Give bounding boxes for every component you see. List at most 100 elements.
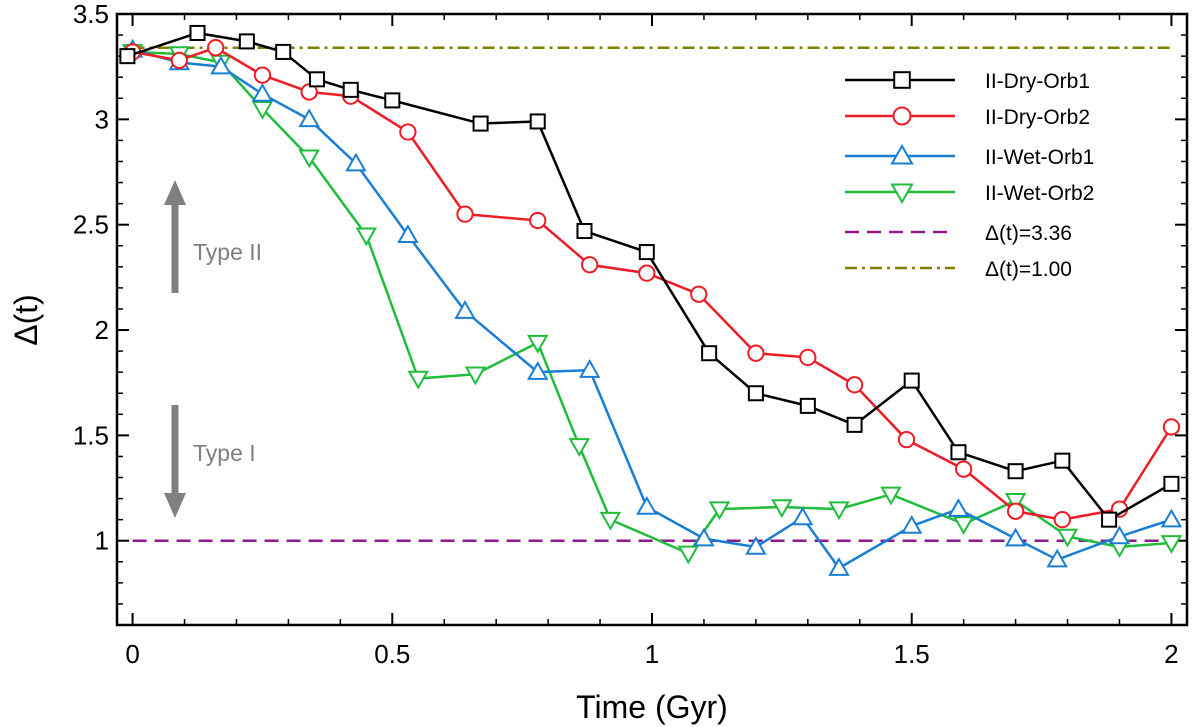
data-point [903,372,920,389]
data-point [1004,527,1027,547]
data-point [527,361,549,380]
data-point [690,285,708,303]
data-point [355,227,378,247]
data-point [1046,548,1068,568]
data-point [1006,502,1025,520]
data-point [529,211,547,230]
data-point [189,24,206,41]
data-point [119,48,136,65]
data-point [893,71,911,89]
data-point [745,536,767,555]
data-point [529,113,546,130]
data-point [568,438,591,457]
data-point [581,256,599,274]
data-point [464,366,487,386]
data-point [251,101,274,120]
data-point [799,397,816,414]
data-point [472,115,489,132]
data-point [578,359,601,378]
data-point [845,376,864,394]
data-point [1054,452,1071,469]
data-point [1163,475,1180,492]
legend-item: II-Wet-Orb1 [845,143,1094,169]
legend: II-Dry-Orb1 II-Dry-Orb2 II-Wet-Orb1 II-Wet-… [845,70,1094,281]
type-ii-arrow-head [164,180,186,205]
type-i-arrow-head [164,493,186,518]
data-point [890,143,914,165]
data-point [880,486,902,506]
data-point [238,33,255,50]
data-point [1160,508,1183,528]
legend-label: II-Dry-Orb2 [985,106,1090,129]
data-point [576,222,593,240]
data-point [638,244,655,261]
y-tick-label: 3.5 [73,0,109,29]
data-point [897,430,916,449]
data-point [828,557,850,576]
legend-label: Δ(t)=3.36 [985,222,1072,245]
type-i-annotation: Type I [164,405,256,518]
type-ii-annotation: Type II [164,180,262,293]
series-layer [119,24,1183,576]
data-point [693,527,715,547]
data-point [1053,511,1071,529]
data-point [1108,525,1131,545]
data-point [275,43,292,60]
data-point [454,300,476,319]
data-point [397,224,419,243]
data-point [251,83,274,102]
data-point [207,39,225,57]
data-point [407,370,429,390]
data-point [950,444,967,461]
data-point [342,81,359,98]
data-point [253,66,272,84]
data-point [771,499,793,519]
data-point [638,264,656,282]
legend-item: II-Dry-Orb1 [845,70,1090,93]
series-ii-dry-orb1 [119,24,1180,528]
data-point [527,334,549,354]
data-point [599,511,622,531]
type-annotations: Type II Type I [164,180,262,518]
y-tick-label: 1.5 [73,420,109,450]
legend-item: Δ(t)=3.36 [845,222,1072,245]
data-point [952,516,975,535]
data-point [298,149,320,169]
y-axis-title: Δ(t) [8,294,44,346]
data-point [791,506,814,526]
x-tick-label: 1.5 [894,639,930,669]
reference-lines [132,46,1172,542]
data-point [1007,463,1024,480]
data-point [210,55,232,75]
data-point [456,205,474,223]
x-tick-label: 2 [1164,639,1178,669]
data-point [708,501,731,521]
type-ii-label: Type II [193,239,262,265]
legend-item: II-Wet-Orb2 [845,182,1094,205]
data-point [955,460,973,478]
data-point [298,108,320,128]
y-tick-label: 3 [95,104,109,134]
x-tick-label: 0.5 [374,639,410,669]
y-tick-label: 1 [95,526,109,556]
legend-item: II-Dry-Orb2 [845,106,1090,129]
data-point [892,106,912,126]
data-point [170,51,188,70]
data-point [308,71,325,88]
data-point [1162,418,1181,436]
data-point [701,345,718,362]
data-point [677,545,700,565]
x-axis-title: Time (Gyr) [576,689,728,725]
data-point [828,501,850,521]
data-point [399,123,417,141]
legend-label: II-Dry-Orb1 [985,70,1090,93]
data-point [1056,528,1079,548]
legend-label: II-Wet-Orb1 [985,146,1094,169]
data-point [1160,535,1183,554]
data-point [1101,511,1118,528]
data-point [900,514,923,534]
x-tick-label: 0 [125,639,139,669]
data-point [747,344,765,362]
legend-label: II-Wet-Orb2 [985,182,1094,205]
